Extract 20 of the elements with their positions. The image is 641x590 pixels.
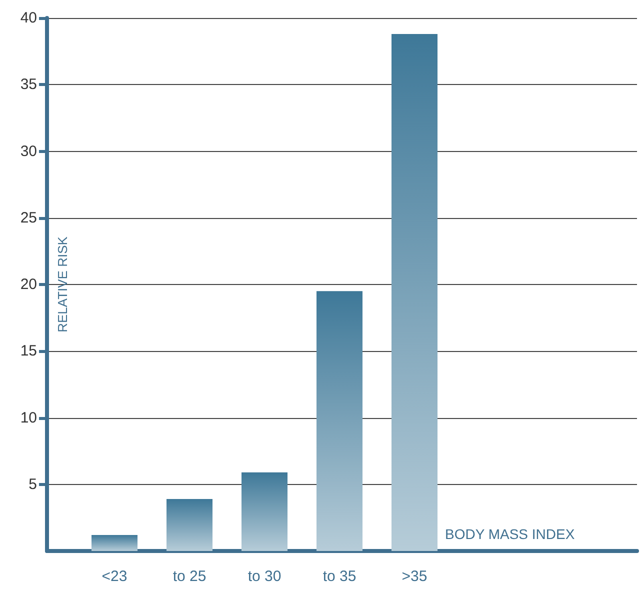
y-tick-label: 25 — [20, 209, 37, 226]
x-tick-label: to 25 — [172, 568, 206, 585]
y-tick-label: 30 — [20, 142, 37, 160]
y-tick-label: 20 — [20, 276, 37, 293]
x-tick-label: >35 — [402, 568, 428, 585]
x-tick-label: <23 — [102, 568, 128, 585]
x-tick-label: to 30 — [248, 568, 282, 585]
bar — [316, 291, 362, 551]
y-tick-label: 15 — [20, 342, 37, 360]
bar — [92, 535, 138, 551]
y-tick-label: 5 — [28, 476, 37, 493]
x-tick-label: to 35 — [322, 568, 356, 585]
y-tick-label: 40 — [20, 10, 37, 26]
y-tick-label: 10 — [20, 409, 37, 426]
y-tick-label: 35 — [20, 76, 37, 94]
y-axis-title: RELATIVE RISK — [55, 236, 70, 332]
x-axis-title: BODY MASS INDEX — [445, 526, 576, 542]
bar — [242, 472, 288, 551]
bar — [166, 499, 212, 551]
bar — [392, 34, 438, 551]
